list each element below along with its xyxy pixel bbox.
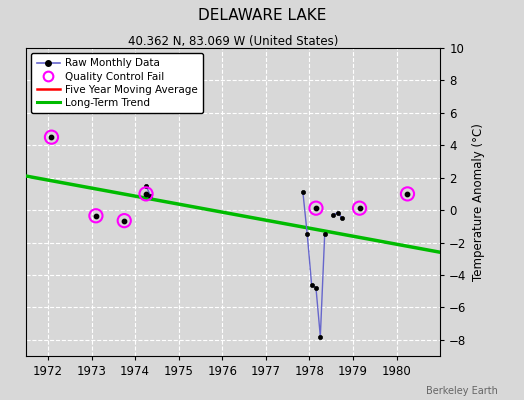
Point <box>403 191 412 197</box>
Point <box>92 212 100 219</box>
Point <box>120 218 128 224</box>
Y-axis label: Temperature Anomaly (°C): Temperature Anomaly (°C) <box>472 123 485 281</box>
Point <box>142 191 150 197</box>
Point <box>92 212 100 219</box>
Point <box>355 205 364 211</box>
Point <box>47 134 56 140</box>
Point <box>403 191 412 197</box>
Point <box>142 191 150 197</box>
Point <box>312 205 320 211</box>
Text: DELAWARE LAKE: DELAWARE LAKE <box>198 8 326 23</box>
Point <box>47 134 56 140</box>
Title: 40.362 N, 83.069 W (United States): 40.362 N, 83.069 W (United States) <box>128 35 339 48</box>
Point <box>355 205 364 211</box>
Point <box>312 205 320 211</box>
Point <box>120 218 128 224</box>
Legend: Raw Monthly Data, Quality Control Fail, Five Year Moving Average, Long-Term Tren: Raw Monthly Data, Quality Control Fail, … <box>31 53 203 113</box>
Text: Berkeley Earth: Berkeley Earth <box>426 386 498 396</box>
